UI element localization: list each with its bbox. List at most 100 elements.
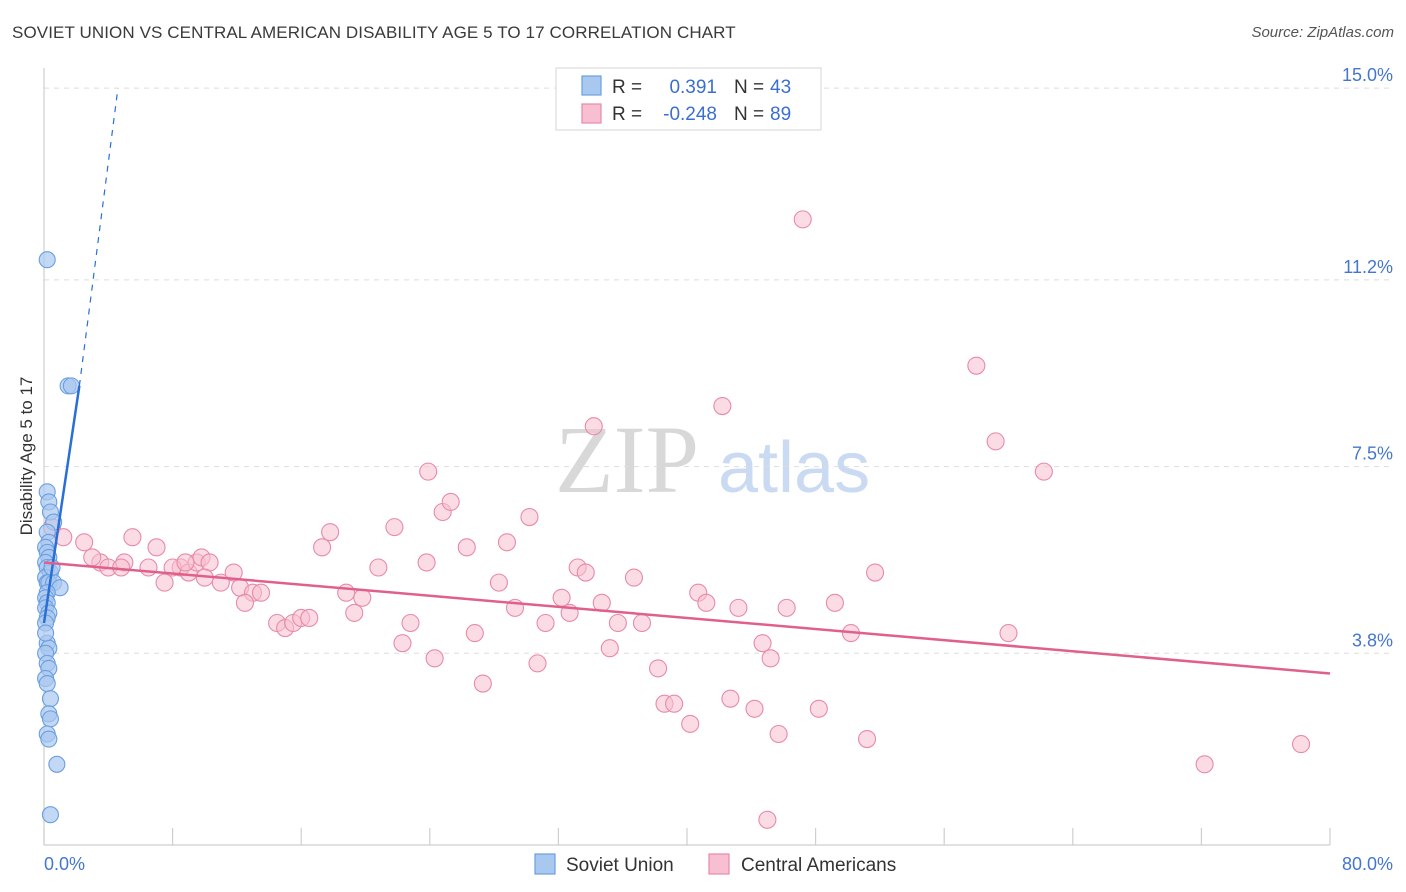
central-americans-point [224, 563, 243, 582]
central-americans-point [528, 654, 547, 673]
central-americans-point [1292, 735, 1311, 754]
central-americans-point [385, 518, 404, 537]
chart-title: SOVIET UNION VS CENTRAL AMERICAN DISABIL… [12, 23, 736, 42]
central-americans-point [681, 714, 700, 733]
central-americans-point [353, 588, 372, 607]
central-americans-point [665, 694, 684, 713]
central-americans-point [758, 810, 777, 829]
central-americans-point [419, 462, 438, 481]
central-americans-point [300, 608, 319, 628]
legend-bottom: Soviet Union Central Americans [534, 853, 896, 876]
central-americans-point [345, 603, 364, 622]
central-americans-point [465, 624, 484, 643]
central-americans-point [417, 553, 436, 572]
central-americans-point [369, 558, 388, 577]
central-americans-point [83, 548, 102, 567]
watermark-zip: ZIP [555, 406, 699, 513]
y-axis-title: Disability Age 5 to 17 [17, 377, 36, 536]
central-americans-point [721, 689, 740, 708]
watermark-atlas: atlas [718, 428, 870, 508]
central-americans-point [393, 634, 412, 653]
central-americans-point [576, 563, 595, 582]
x-tick-label: 0.0% [44, 854, 85, 874]
central-americans-point [75, 533, 94, 552]
central-americans-point [769, 724, 788, 744]
legend-bottom-swatch-central [708, 853, 730, 875]
central-americans-point [825, 593, 844, 612]
central-americans-point [552, 588, 571, 607]
x-tick-label: 80.0% [1342, 854, 1393, 874]
legend-n-value-soviet: 43 [770, 77, 791, 98]
central-americans-point [761, 649, 780, 668]
central-americans-point [497, 533, 517, 552]
central-americans-point [235, 593, 254, 612]
y-tick-label: 15.0% [1342, 65, 1393, 85]
central-americans-point [1034, 462, 1053, 481]
central-americans-point [713, 396, 732, 416]
central-americans-point [536, 613, 555, 633]
soviet-union-point [38, 251, 56, 269]
soviet-union-point [37, 624, 55, 642]
legend-n-value-central: 89 [770, 104, 791, 125]
central-americans-point [608, 613, 627, 633]
central-americans-point [809, 699, 828, 718]
legend-n-label-central: N = [734, 104, 764, 125]
legend-bottom-swatch-soviet [534, 853, 556, 875]
legend-r-label-soviet: R = [612, 77, 642, 98]
central-americans-point [753, 634, 772, 653]
central-americans-point [697, 593, 716, 612]
central-americans-point [584, 417, 603, 436]
soviet-union-point [41, 806, 59, 824]
central-americans-point [489, 573, 508, 592]
central-americans-point [592, 593, 611, 612]
central-americans-point [1195, 755, 1214, 774]
central-americans-point [176, 553, 195, 572]
central-americans-point [441, 492, 460, 511]
legend-swatch-soviet [581, 75, 602, 96]
soviet-union-point [40, 730, 58, 748]
central-americans-point [147, 538, 166, 557]
central-americans-point [425, 649, 444, 668]
central-americans-point [999, 624, 1018, 643]
central-americans-point [155, 573, 174, 592]
legend-r-value-soviet: 0.391 [669, 77, 717, 98]
central-americans-point [200, 553, 219, 572]
legend-r-value-central: -0.248 [663, 104, 717, 125]
legend-swatch-central [581, 103, 602, 124]
central-americans-point [729, 598, 748, 617]
central-americans-point [866, 563, 885, 582]
central-americans-points [42, 210, 1311, 829]
gridlines [44, 87, 1390, 654]
central-americans-point [632, 613, 652, 633]
central-americans-point [600, 639, 619, 658]
soviet-union-point [38, 674, 56, 693]
central-americans-point [793, 210, 812, 229]
legend-r-label-central: R = [612, 104, 642, 125]
source-credit: Source: ZipAtlas.com [1251, 24, 1394, 41]
legend-top: R = 0.391 N = 43 R = -0.248 N = 89 [555, 67, 822, 131]
central-americans-point [321, 523, 340, 542]
central-americans-point [457, 538, 476, 557]
central-americans-point [123, 528, 142, 547]
soviet-union-trend-extension [78, 88, 119, 386]
y-tick-label: 11.2% [1343, 257, 1393, 277]
central-americans-point [251, 583, 271, 602]
legend-bottom-label-soviet: Soviet Union [566, 855, 674, 876]
central-americans-point [313, 538, 332, 557]
central-americans-point [967, 356, 986, 375]
legend-bottom-label-central: Central Americans [741, 855, 896, 876]
trend-lines [42, 88, 1331, 675]
central-americans-point [857, 729, 877, 749]
y-tick-label: 7.5% [1352, 444, 1393, 464]
central-americans-trend-line [43, 561, 1331, 675]
soviet-union-point [41, 710, 59, 728]
legend-n-label-soviet: N = [734, 77, 764, 98]
soviet-union-point [41, 690, 59, 708]
central-americans-point [139, 558, 158, 577]
central-americans-point [473, 674, 492, 693]
central-americans-point [649, 659, 668, 678]
central-americans-point [401, 613, 420, 633]
soviet-union-trend-line [42, 385, 81, 624]
soviet-union-point [62, 377, 80, 395]
central-americans-point [624, 568, 644, 587]
